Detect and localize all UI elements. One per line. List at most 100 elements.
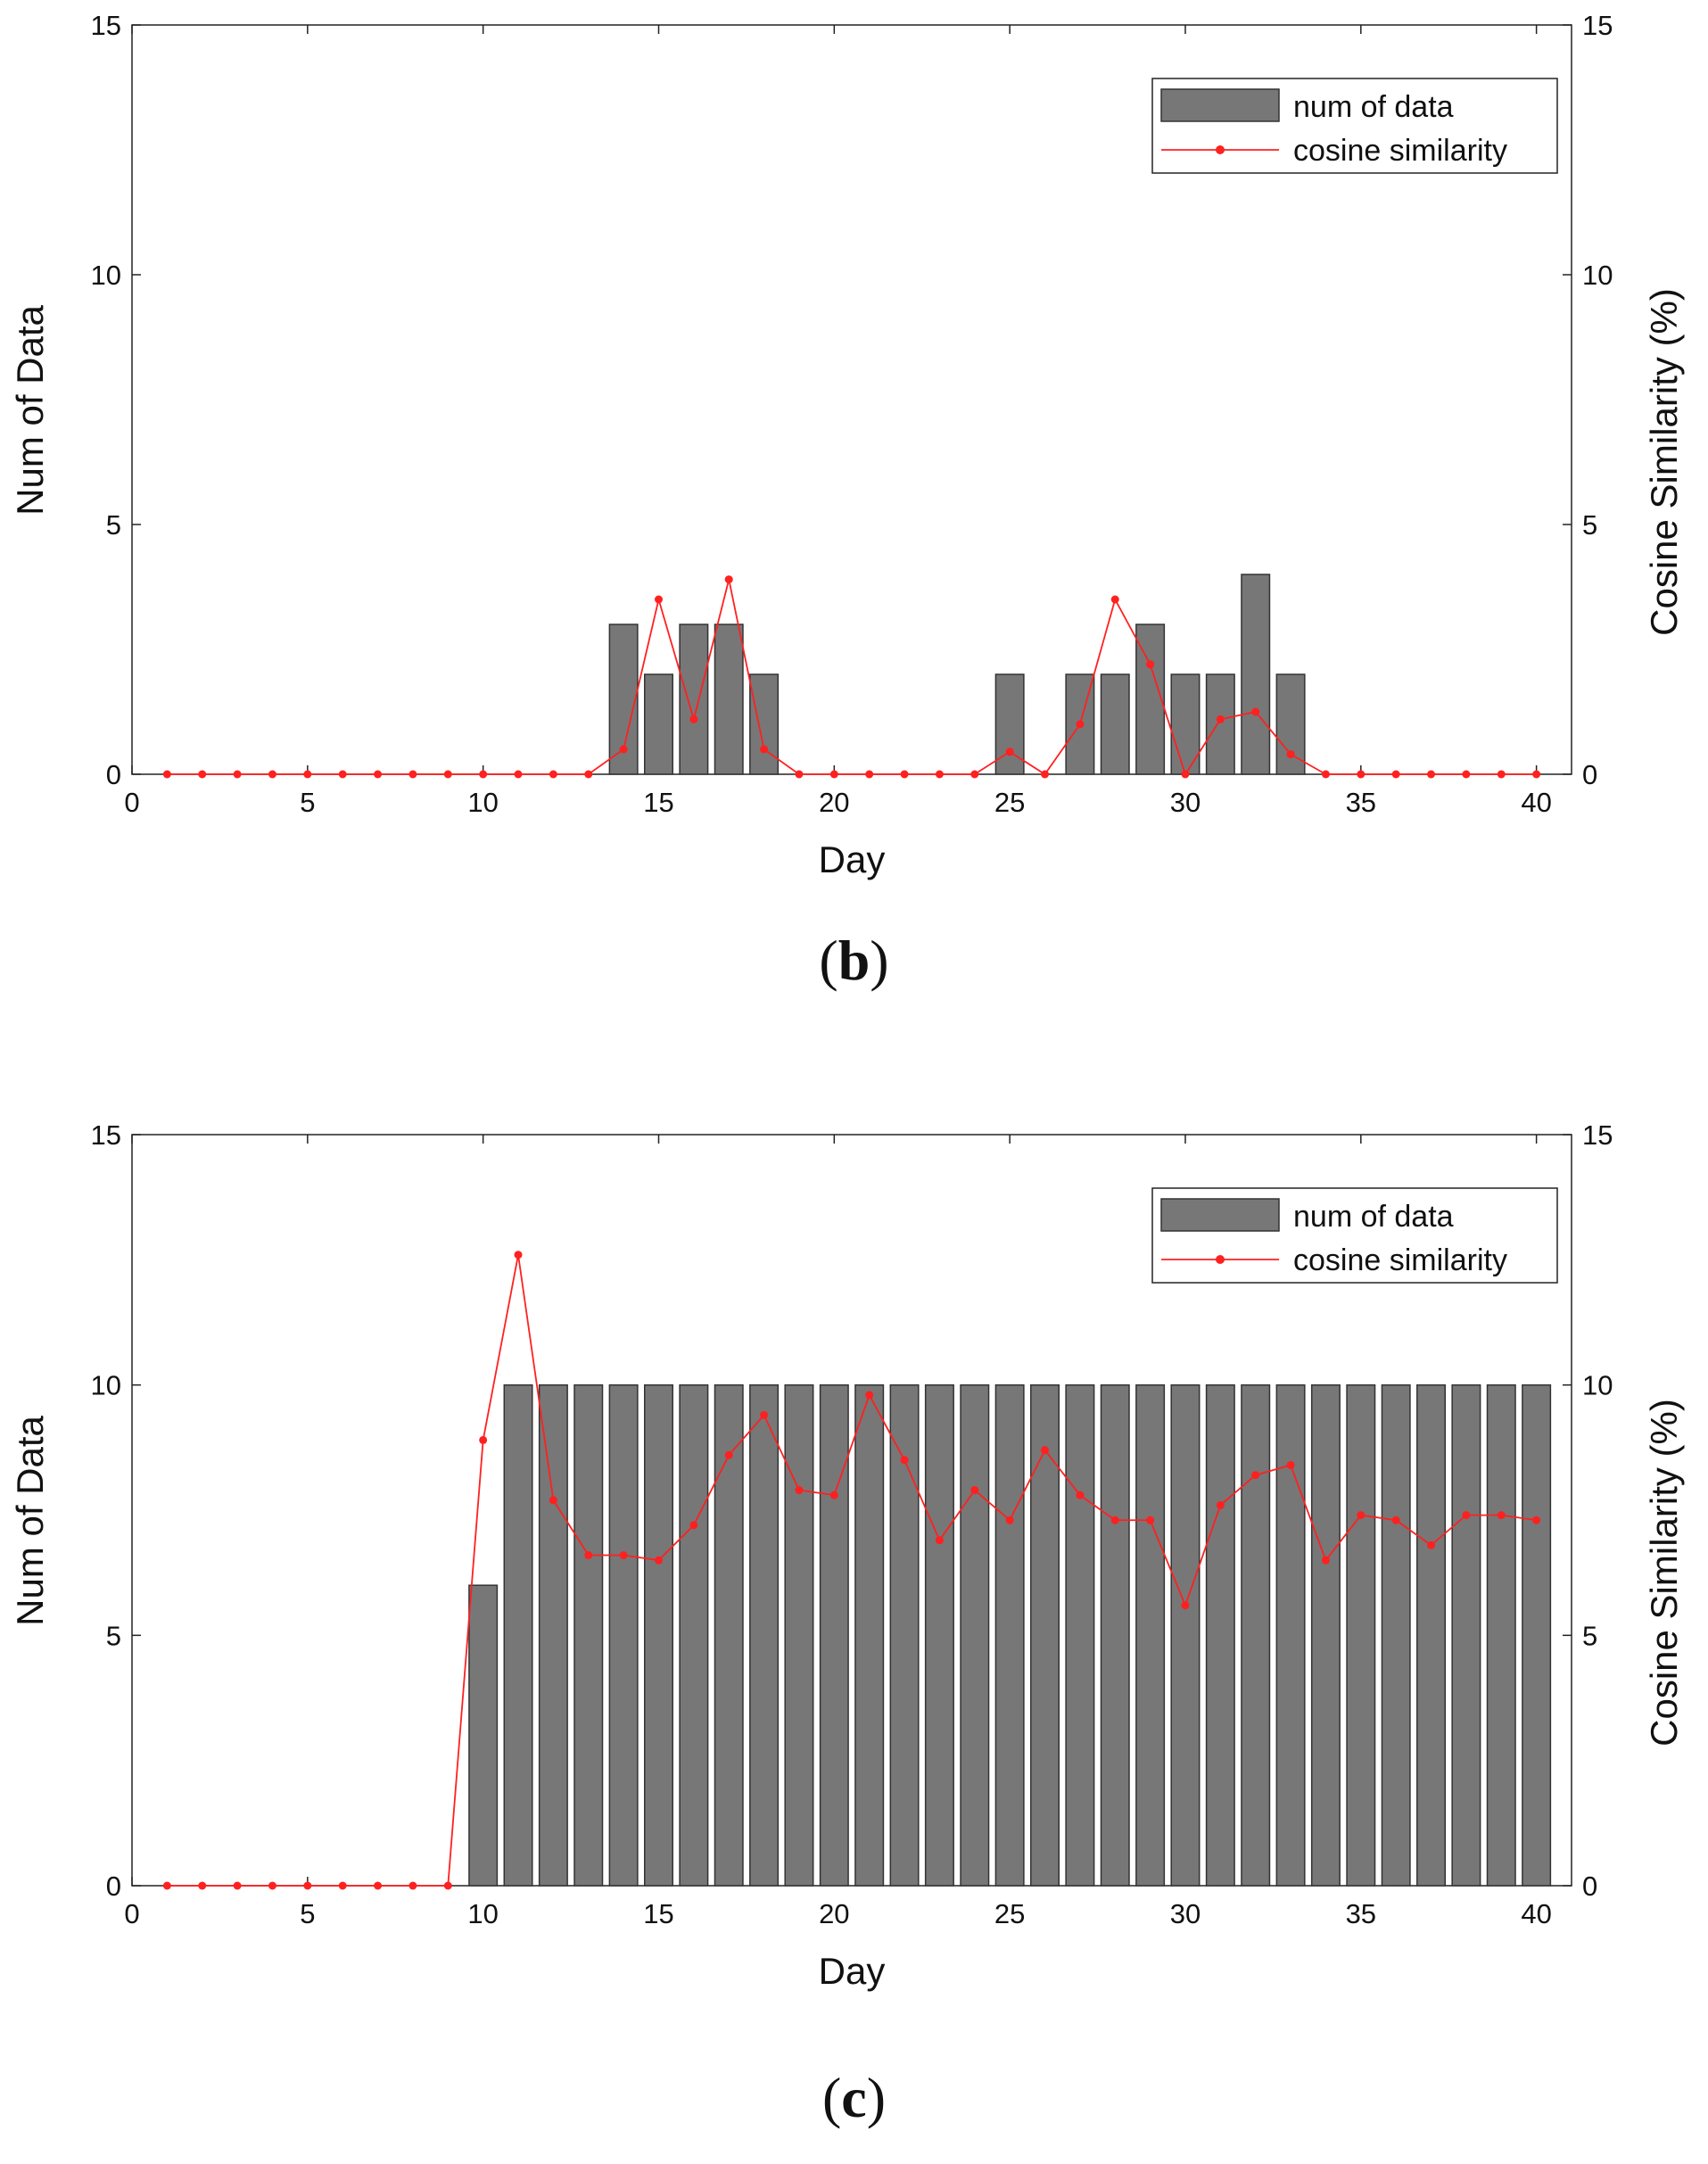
point-cosine-similarity: [1427, 1540, 1436, 1549]
bar-num-of-data: [1135, 1383, 1166, 1887]
legend-swatch-marker: [1216, 145, 1225, 154]
point-cosine-similarity: [829, 1491, 838, 1499]
x-tick-label: 5: [300, 1898, 315, 1929]
point-cosine-similarity: [374, 1881, 383, 1890]
point-cosine-similarity: [689, 714, 698, 723]
x-tick-label: 25: [994, 1898, 1025, 1929]
bar-num-of-data: [1241, 574, 1271, 775]
point-cosine-similarity: [970, 1486, 979, 1495]
point-cosine-similarity: [338, 1881, 347, 1890]
x-axis-title: Day: [819, 838, 886, 880]
point-cosine-similarity: [1076, 1491, 1085, 1499]
point-cosine-similarity: [865, 770, 874, 779]
point-cosine-similarity: [1146, 1516, 1155, 1524]
point-cosine-similarity: [619, 1551, 628, 1560]
x-tick-label: 0: [124, 787, 139, 818]
legend-label-cosine-similarity: cosine similarity: [1293, 1243, 1507, 1277]
y-right-tick-label: 0: [1582, 759, 1597, 790]
point-cosine-similarity: [724, 1450, 733, 1459]
point-cosine-similarity: [374, 770, 383, 779]
point-cosine-similarity: [479, 770, 488, 779]
point-cosine-similarity: [1251, 1471, 1260, 1480]
chart-c: 0 5 10 15 20 25 30 35 40 0 5 10 15 0 5 10 15 Day Num of Da…: [9, 1119, 1685, 1992]
line-cosine-similarity: [167, 579, 1537, 777]
point-cosine-similarity: [162, 1881, 171, 1890]
point-cosine-similarity: [408, 1881, 417, 1890]
chart-panel-b: 0 5 10 15 20 25 30 35 40 0 5 10 15 0 5 10 15 Day Num of Da…: [0, 0, 1708, 1079]
bar-num-of-data: [714, 624, 744, 775]
point-cosine-similarity: [584, 770, 593, 779]
bar-num-of-data: [784, 1383, 814, 1887]
bar-num-of-data: [1065, 1383, 1095, 1887]
point-cosine-similarity: [760, 1410, 769, 1419]
point-cosine-similarity: [479, 1435, 488, 1444]
y-right-axis-title: Cosine Similarity (%): [1643, 288, 1685, 636]
point-cosine-similarity: [1041, 1446, 1050, 1455]
bar-num-of-data: [1205, 1383, 1235, 1887]
y-right-axis-title: Cosine Similarity (%): [1643, 1399, 1685, 1747]
bar-num-of-data: [1170, 1383, 1201, 1887]
bar-num-of-data: [573, 1383, 604, 1887]
point-cosine-similarity: [900, 770, 909, 779]
point-cosine-similarity: [443, 1881, 452, 1890]
point-cosine-similarity: [514, 770, 523, 779]
point-cosine-similarity: [1497, 770, 1506, 779]
point-cosine-similarity: [1181, 1601, 1190, 1610]
point-cosine-similarity: [233, 770, 242, 779]
bar-num-of-data: [889, 1383, 920, 1887]
panel-label-b: (b): [819, 929, 889, 992]
bar-num-of-data: [960, 1383, 990, 1887]
x-tick-label: 30: [1170, 1898, 1201, 1929]
point-cosine-similarity: [619, 745, 628, 754]
bar-num-of-data: [924, 1383, 954, 1887]
point-cosine-similarity: [338, 770, 347, 779]
bar-num-of-data: [1486, 1383, 1516, 1887]
x-tick-label: 10: [467, 1898, 498, 1929]
point-cosine-similarity: [233, 1881, 242, 1890]
y-left-tick-label: 0: [106, 759, 121, 790]
point-cosine-similarity: [865, 1391, 874, 1400]
y-left-tick-label: 5: [106, 1620, 121, 1651]
bar-num-of-data: [643, 673, 673, 775]
point-cosine-similarity: [689, 1521, 698, 1530]
point-cosine-similarity: [303, 1881, 312, 1890]
point-cosine-similarity: [1005, 747, 1014, 756]
point-cosine-similarity: [1497, 1511, 1506, 1520]
bar-num-of-data: [1135, 624, 1166, 775]
x-tick-label: 25: [994, 787, 1025, 818]
x-tick-label: 35: [1346, 787, 1376, 818]
point-cosine-similarity: [1041, 770, 1050, 779]
bar-num-of-data: [1346, 1383, 1376, 1887]
bar-num-of-data: [679, 1383, 709, 1887]
y-left-tick-label: 10: [91, 260, 121, 291]
bar-num-of-data: [714, 1383, 744, 1887]
point-cosine-similarity: [1321, 770, 1330, 779]
point-cosine-similarity: [1216, 714, 1225, 723]
point-cosine-similarity: [1321, 1556, 1330, 1565]
bar-num-of-data: [1100, 673, 1130, 775]
x-tick-label: 15: [643, 787, 673, 818]
y-right-tick-label: 10: [1582, 260, 1613, 291]
x-tick-label: 30: [1170, 787, 1201, 818]
point-cosine-similarity: [162, 770, 171, 779]
legend-label-num-of-data: num of data: [1293, 90, 1454, 124]
point-cosine-similarity: [1357, 770, 1366, 779]
legend-swatch-marker: [1216, 1255, 1225, 1264]
bar-num-of-data: [643, 1383, 673, 1887]
y-left-tick-label: 5: [106, 509, 121, 541]
bar-num-of-data: [468, 1584, 499, 1887]
point-cosine-similarity: [303, 770, 312, 779]
bar-num-of-data: [538, 1383, 568, 1887]
y-right-tick-label: 5: [1582, 509, 1597, 541]
bar-num-of-data: [854, 1383, 885, 1887]
x-tick-label: 5: [300, 787, 315, 818]
point-cosine-similarity: [1286, 1460, 1295, 1469]
legend-swatch-bar: [1160, 88, 1280, 122]
bar-num-of-data: [1451, 1383, 1481, 1887]
y-left-tick-label: 15: [91, 10, 121, 41]
point-cosine-similarity: [900, 1456, 909, 1465]
x-tick-label: 0: [124, 1898, 139, 1929]
bar-num-of-data: [994, 1383, 1025, 1887]
x-tick-label: 15: [643, 1898, 673, 1929]
bar-num-of-data: [1241, 1383, 1271, 1887]
